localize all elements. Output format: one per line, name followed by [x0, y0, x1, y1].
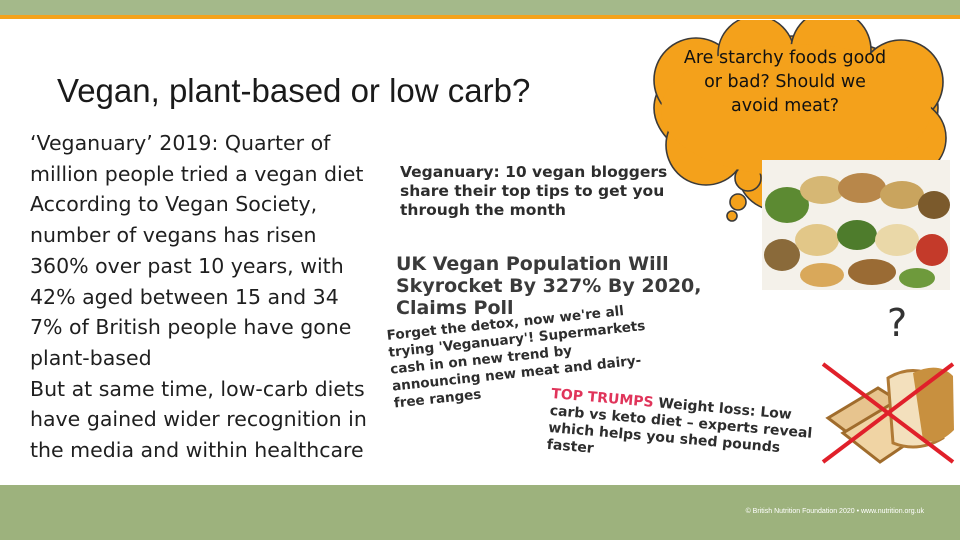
top-band: [0, 0, 960, 15]
body-line: ‘Veganuary’ 2019: Quarter of: [30, 131, 331, 155]
top-accent-line: [0, 15, 960, 19]
body-line: the media and within healthcare: [30, 438, 364, 463]
food-image: [762, 160, 950, 290]
body-text: ‘Veganuary’ 2019: Quarter of million peo…: [30, 128, 380, 466]
body-line: plant-based: [30, 345, 152, 370]
question-mark: ?: [887, 301, 908, 345]
body-line: million people tried a vegan diet: [30, 161, 364, 186]
footer-copyright: © British Nutrition Foundation 2020 • ww…: [745, 508, 924, 515]
headline-vegan-population: UK Vegan Population Will Skyrocket By 32…: [396, 253, 702, 319]
thought-bubble-text: Are starchy foods good or bad? Should we…: [683, 48, 887, 116]
thought-bubble-icon: [653, 20, 947, 222]
slide-title: Vegan, plant-based or low carb?: [57, 72, 531, 109]
body-line: But at same time, low-carb diets: [30, 376, 365, 401]
footer-band: [0, 485, 960, 540]
headline-veganuary-bloggers: Veganuary: 10 vegan bloggers share their…: [400, 163, 668, 219]
headline-low-carb-keto: TOP TRUMPS Weight loss: Low carb vs keto…: [546, 386, 821, 477]
body-line: have gained wider recognition in: [30, 407, 367, 432]
crossed-bread-icon: [821, 362, 955, 464]
body-line: 7% of British people have gone: [30, 315, 352, 340]
body-line: 42% aged between 15 and 34: [30, 284, 339, 309]
body-line: number of vegans has risen: [30, 223, 317, 248]
body-line: 360% over past 10 years, with: [30, 253, 344, 278]
body-line: According to Vegan Society,: [30, 192, 318, 217]
